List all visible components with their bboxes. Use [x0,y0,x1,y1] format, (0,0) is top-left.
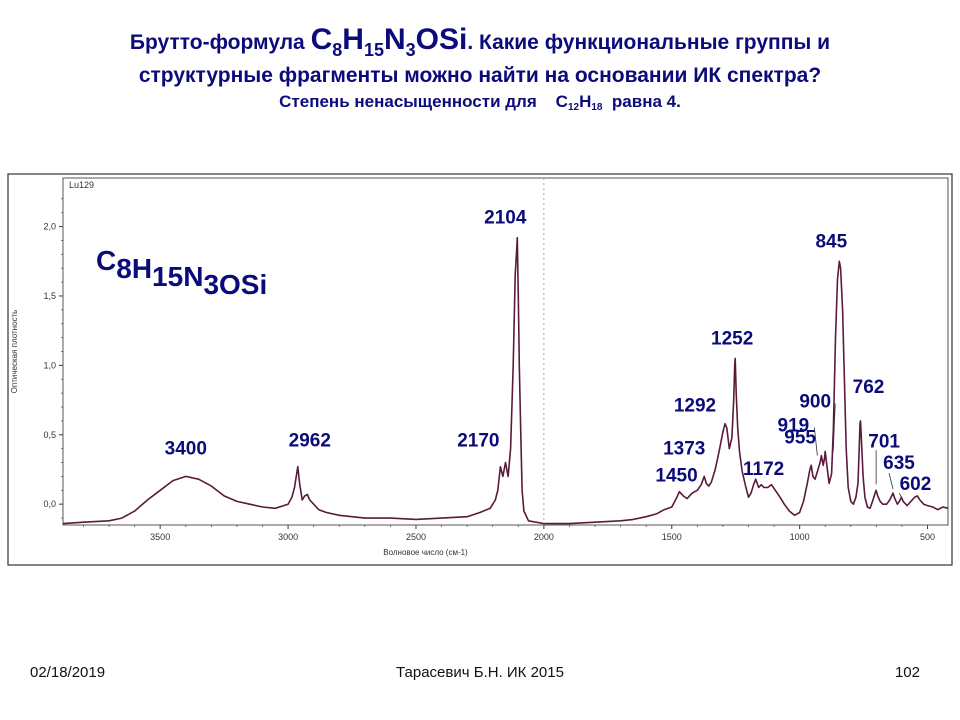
peak-label-1450: 1450 [655,466,697,487]
title-formula-subscript: 15 [363,40,384,60]
peak-leader-line [888,472,894,490]
peak-label-1252: 1252 [711,328,753,349]
title-formula-element: OSi [415,23,468,56]
title-formula: C8H15N3OSi [310,23,468,59]
peak-leader-line [832,403,836,452]
peak-label-1172: 1172 [743,459,784,480]
unsaturation-suffix: равна 4. [602,92,681,111]
title-formula-subscript: 3 [405,40,416,60]
title-formula-element: C [310,23,333,56]
title-formula-element: H [342,23,364,56]
title-formula-subscript: 8 [332,40,343,60]
peak-label-602: 602 [900,474,932,495]
y-tick-label: 0,0 [43,499,56,509]
y-tick-label: 1,5 [43,291,56,301]
chart-formula-subscript: 3 [203,269,219,300]
peak-leader-line [813,427,818,456]
x-tick-label: 3500 [150,532,170,542]
chart-formula-subscript: 8 [116,253,132,284]
footer-page-number: 102 [894,664,920,681]
peak-label-3400: 3400 [165,438,207,459]
peak-label-701: 701 [868,431,900,452]
unsaturation-formula-element: C [555,92,568,111]
title-formula-element: N [383,23,406,56]
peak-label-2962: 2962 [289,431,331,452]
y-tick-label: 1,0 [43,360,56,370]
title-suffix: . Какие функциональные группы и [467,31,831,54]
chart-formula-element: C [96,245,116,276]
x-tick-label: 2500 [406,532,426,542]
slide-title: Брутто-формула C8H15N3OSi. Какие функцио… [0,20,960,115]
unsaturation-formula-element: H [579,92,592,111]
y-tick-label: 0,5 [43,430,56,440]
chart-formula-element: N [183,261,203,292]
chart-formula-element: OSi [219,269,267,300]
chart-formula-label: C8H15N3OSi [96,245,267,300]
chart-layer: 3500 3000 2500 2000 1500 1000 500 0,0 0,5 1,0 1,5 2… [10,177,949,557]
peak-label-1373: 1373 [663,438,705,459]
unsaturation-formula-subscript: 18 [591,102,603,113]
x-axis-title: Волновое число (см-1) [383,548,468,557]
title-line-3: Степень ненасыщенности для C12H18 равна … [0,89,960,115]
unsaturation-formula-subscript: 12 [567,102,580,113]
x-tick-label: 1000 [790,532,810,542]
peak-label-2104: 2104 [484,208,527,229]
peak-label-1292: 1292 [674,396,716,417]
sample-label: Lu129 [69,180,94,190]
peak-label-635: 635 [883,453,915,474]
chart-formula-subscript: 15 [152,261,183,292]
y-tick-label: 2,0 [43,222,56,232]
x-tick-label: 1500 [662,532,682,542]
footer-date: 02/18/2019 [30,664,106,681]
title-line-2: структурные фрагменты можно найти на осн… [138,64,822,87]
peak-label-955: 955 [784,427,816,448]
footer-author: Тарасевич Б.Н. ИК 2015 [396,664,564,681]
x-tick-label: 3000 [278,532,298,542]
peak-label-2170: 2170 [457,431,499,452]
peak-label-900: 900 [799,391,831,412]
y-axis-title: Оптическая плотность [10,310,19,394]
unsaturation-formula: C12H18 [555,92,603,113]
title-prefix: Брутто-формула [129,31,311,54]
unsaturation-prefix: Степень ненасыщенности для [279,92,556,111]
chart-formula-element: H [132,253,152,284]
peak-label-845: 845 [815,231,847,252]
peak-label-919: 919 [778,416,810,437]
spectrum-line [62,236,949,525]
x-tick-label: 2000 [534,532,554,542]
chart-outer-frame [7,173,953,566]
x-tick-label: 500 [920,532,935,542]
peak-leader-line [899,493,902,498]
title-line-1: Брутто-формула C8H15N3OSi. Какие функцио… [0,20,960,63]
peak-label-762: 762 [853,377,885,398]
